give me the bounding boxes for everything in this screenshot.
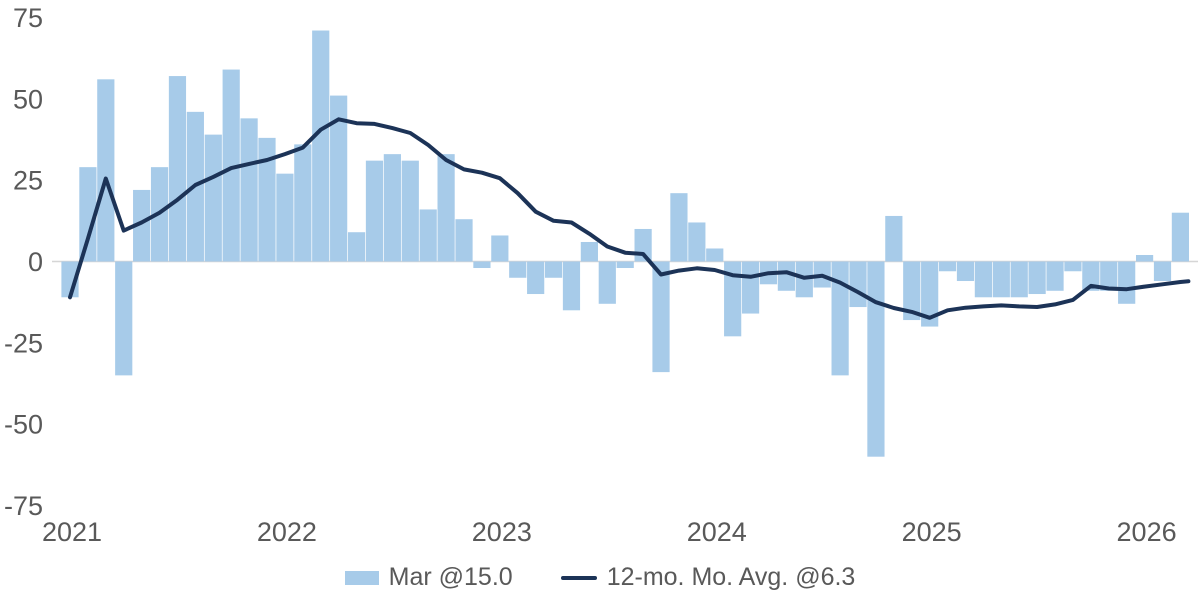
bar-2023-06 xyxy=(580,241,598,262)
bar-2024-08 xyxy=(831,261,849,376)
bar-2024-11 xyxy=(885,215,903,262)
bar-2021-12 xyxy=(258,137,276,262)
bar-2024-05 xyxy=(777,261,795,291)
bar-2025-08 xyxy=(1046,261,1064,291)
bar-2025-11 xyxy=(1100,261,1118,291)
bar-2025-03 xyxy=(956,261,975,282)
bar-2022-01 xyxy=(276,173,294,262)
bar-2022-04 xyxy=(330,95,348,262)
y-axis-tick-label: 0 xyxy=(28,247,43,277)
legend: Mar @15.0 12-mo. Mo. Avg. @6.3 xyxy=(0,563,1200,592)
bar-2022-03 xyxy=(312,30,330,262)
bar-2023-12 xyxy=(688,222,706,262)
bar-2026-01 xyxy=(1135,254,1154,262)
bar-2025-02 xyxy=(938,261,957,272)
legend-line-label: 12-mo. Mo. Avg. @6.3 xyxy=(606,563,856,591)
bar-2022-09 xyxy=(419,209,437,262)
legend-bar-entry: Mar @15.0 xyxy=(344,563,513,592)
y-axis-tick-label: 25 xyxy=(13,166,43,196)
bar-2024-09 xyxy=(849,261,867,308)
y-axis-tick-label: 50 xyxy=(13,84,43,114)
bar-2025-04 xyxy=(974,261,992,298)
bar-2022-10 xyxy=(437,154,455,262)
bar-2024-01 xyxy=(706,248,724,262)
x-axis-tick-label: 2025 xyxy=(902,517,962,547)
y-axis-tick-label: -50 xyxy=(4,410,43,440)
bar-2021-04 xyxy=(115,261,133,376)
bar-2022-12 xyxy=(473,261,491,269)
bar-2023-03 xyxy=(527,261,545,295)
bar-2022-02 xyxy=(294,144,312,262)
moving-average-line xyxy=(68,117,1191,320)
bar-2026-03 xyxy=(1171,212,1190,262)
bar-2025-07 xyxy=(1028,261,1046,295)
bar-2024-12 xyxy=(903,261,921,321)
bar-2022-05 xyxy=(347,232,366,262)
bar-2023-11 xyxy=(670,193,688,262)
x-axis-tick-label: 2026 xyxy=(1117,517,1177,547)
bar-2021-05 xyxy=(133,189,151,262)
bar-2025-10 xyxy=(1082,261,1100,291)
bar-2024-03 xyxy=(741,261,760,314)
bar-2021-03 xyxy=(97,79,115,262)
bar-2022-08 xyxy=(401,160,419,262)
bar-2025-09 xyxy=(1064,261,1082,272)
bar-2023-02 xyxy=(509,261,527,278)
bar-2025-05 xyxy=(992,261,1010,298)
y-axis-tick-label: -25 xyxy=(4,328,43,358)
bar-2024-10 xyxy=(867,261,885,457)
bar-2023-04 xyxy=(544,261,563,278)
legend-line-swatch xyxy=(560,575,597,580)
y-axis-tick-label: -75 xyxy=(4,491,43,521)
bar-2026-02 xyxy=(1153,261,1172,282)
bar-2024-02 xyxy=(724,261,742,337)
bar-2025-06 xyxy=(1010,261,1028,298)
bar-2023-07 xyxy=(598,261,616,304)
legend-bar-label: Mar @15.0 xyxy=(388,563,513,591)
bar-2021-09 xyxy=(204,134,222,262)
bar-2021-10 xyxy=(222,69,240,262)
x-axis-tick-label: 2024 xyxy=(687,517,747,547)
bar-2022-11 xyxy=(455,219,473,262)
bar-2023-01 xyxy=(491,235,509,262)
x-axis-tick-label: 2023 xyxy=(472,517,532,547)
bar-2023-10 xyxy=(652,261,670,373)
bar-2022-07 xyxy=(383,154,401,262)
bar-2025-12 xyxy=(1118,261,1136,304)
x-axis-tick-label: 2022 xyxy=(257,517,317,547)
legend-line-entry: 12-mo. Mo. Avg. @6.3 xyxy=(560,563,856,592)
bar-2023-08 xyxy=(616,261,634,269)
bar-2023-05 xyxy=(562,261,581,311)
bar-2021-02 xyxy=(79,167,97,262)
bar-2021-07 xyxy=(168,76,187,262)
legend-bar-swatch xyxy=(344,570,379,585)
x-axis-tick-label: 2021 xyxy=(42,517,102,547)
bar-2021-11 xyxy=(240,118,258,262)
y-axis-tick-label: 75 xyxy=(13,3,43,33)
bar-2022-06 xyxy=(365,160,384,262)
bar-2025-01 xyxy=(921,261,939,327)
